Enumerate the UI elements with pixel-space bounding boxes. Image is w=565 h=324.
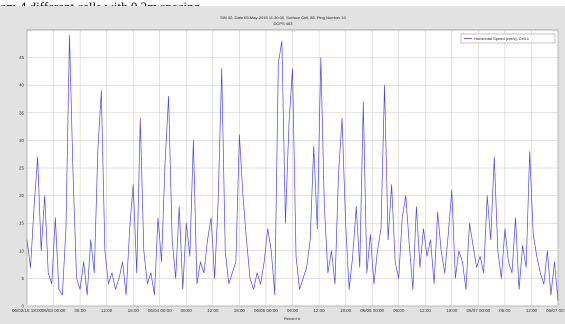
legend-box <box>460 33 556 44</box>
series-line-1 <box>26 35 559 301</box>
y-axis-ticks: 0 5 10 15 20 25 30 35 40 45 <box>19 55 25 308</box>
x-tick-label: 06/02/15 18:00 <box>12 308 43 313</box>
y-tick-label: 10 <box>19 248 25 253</box>
y-tick-label: 15 <box>19 221 25 226</box>
x-tick-label: 12:00 <box>420 308 432 313</box>
x-axis-label: Record # <box>284 316 301 321</box>
x-tick-label: 06:00 <box>287 308 299 313</box>
legend: Horizontal Speed [cm/s], Cell 1 <box>460 33 556 44</box>
legend-label-series-1: Horizontal Speed [cm/s], Cell 1 <box>474 36 530 41</box>
series-lines <box>26 35 559 301</box>
y-tick-label: 45 <box>19 55 25 60</box>
x-tick-label: 12:00 <box>526 308 538 313</box>
chart-subtitle: DCPS 463 <box>274 21 294 26</box>
y-tick-label: 0 <box>21 304 24 309</box>
x-axis-ticks: 06/02/15 18:00 06/03 00:00 06:00 12:00 18:00… <box>12 308 565 313</box>
x-tick-label: 06/03 00:00 <box>42 308 66 313</box>
x-tick-label: 06/07 00:00 <box>466 308 490 313</box>
y-tick-label: 30 <box>19 138 25 143</box>
x-tick-label: 06/05 00:00 <box>254 308 278 313</box>
x-tick-label: 12:00 <box>101 308 113 313</box>
x-tick-label: 12:00 <box>207 308 219 313</box>
y-tick-label: 20 <box>19 193 25 198</box>
x-tick-label: 06/06 00:00 <box>360 308 384 313</box>
x-tick-label: 18:00 <box>128 308 140 313</box>
x-tick-label: 12:00 <box>313 308 325 313</box>
x-tick-label: 18:00 <box>234 308 246 313</box>
x-tick-label: 06:00 <box>393 308 405 313</box>
x-tick-label: 18:00 <box>340 308 352 313</box>
x-tick-label: 06/04 00:00 <box>148 308 172 313</box>
x-tick-label: 18:00 <box>446 308 458 313</box>
y-tick-label: 25 <box>19 166 25 171</box>
x-tick-label: 06:00 <box>74 308 86 313</box>
y-tick-label: 5 <box>21 276 24 281</box>
y-tick-label: 35 <box>19 110 25 115</box>
x-tick-label: 06/07 00:00 <box>546 308 565 313</box>
x-tick-label: 06:00 <box>181 308 193 313</box>
x-tick-label: 06:00 <box>499 308 511 313</box>
line-chart: SIN 42, Date 05-May-2015 11:30:00, Surfa… <box>0 6 565 324</box>
y-tick-label: 40 <box>19 83 25 88</box>
chart-title: SIN 42, Date 05-May-2015 11:30:00, Surfa… <box>220 15 347 20</box>
chart-figure: SIN 42, Date 05-May-2015 11:30:00, Surfa… <box>0 6 565 324</box>
